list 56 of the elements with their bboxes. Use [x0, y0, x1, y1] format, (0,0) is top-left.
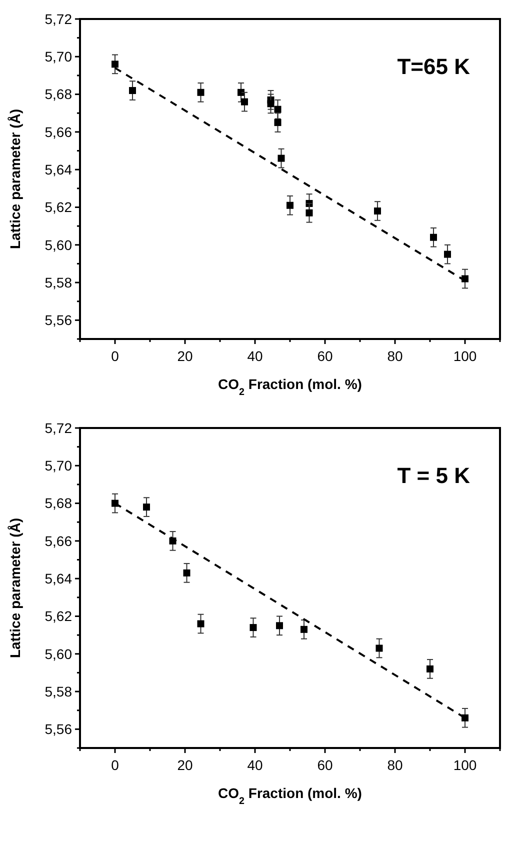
y-tick-label: 5,70: [44, 458, 72, 474]
point: [286, 202, 294, 209]
point: [430, 234, 437, 241]
point: [444, 250, 451, 258]
annotation: T = 5 K: [397, 463, 470, 488]
point: [112, 60, 118, 68]
y-tick-label: 5,70: [44, 48, 72, 65]
y-tick-label: 5,58: [44, 274, 72, 290]
y-tick-label: 5,72: [44, 420, 72, 436]
y-tick-label: 5,68: [44, 86, 72, 102]
point: [267, 100, 274, 108]
point: [183, 569, 190, 576]
x-axis-title: CO$_{2}$ Fraction (mol. %): [218, 785, 362, 806]
y-tick-label: 5,64: [44, 570, 72, 586]
x-tick-label: 20: [177, 757, 193, 773]
x-tick-label: 0: [111, 348, 120, 364]
point: [376, 644, 383, 652]
y-tick-label: 5,62: [44, 608, 72, 624]
y-tick-label: 5,56: [44, 721, 72, 738]
y-axis-title: Lattice parameter (Å): [7, 108, 23, 250]
x-tick-label: 80: [387, 348, 403, 364]
point: [374, 208, 381, 214]
y-axis-title: Lattice parameter (Å): [7, 518, 23, 658]
point: [197, 620, 204, 628]
annotation: T=65 K: [397, 54, 470, 79]
y-tick-label: 5,56: [44, 312, 72, 328]
y-tick-label: 5,64: [44, 161, 72, 178]
point: [129, 87, 136, 94]
y-tick-label: 5,60: [44, 646, 72, 662]
point: [300, 626, 308, 633]
y-tick-label: 5,58: [44, 683, 72, 700]
x-tick-label: 100: [453, 348, 477, 364]
point: [278, 154, 285, 162]
x-tick-label: 40: [247, 757, 263, 773]
x-tick-label: 40: [247, 348, 263, 364]
y-tick-label: 5,72: [44, 10, 72, 27]
y-tick-label: 5,62: [44, 199, 72, 216]
x-axis-title: CO$_{2}$ Fraction (mol. %): [218, 376, 362, 398]
x-tick-label: 0: [111, 757, 120, 773]
point: [306, 209, 313, 216]
y-tick-label: 5,66: [44, 532, 72, 549]
point: [241, 98, 248, 106]
x-tick-label: 60: [317, 757, 333, 773]
x-tick-label: 100: [453, 757, 477, 773]
x-tick-label: 20: [177, 348, 193, 364]
point: [143, 504, 150, 511]
point: [276, 622, 283, 630]
y-tick-label: 5,66: [44, 124, 72, 140]
point: [197, 88, 204, 96]
point: [426, 665, 434, 672]
x-tick-label: 80: [387, 757, 403, 773]
y-tick-label: 5,68: [44, 495, 72, 512]
point: [238, 88, 244, 96]
point: [250, 624, 257, 632]
y-tick-label: 5,60: [44, 236, 72, 253]
x-tick-label: 60: [317, 348, 333, 364]
